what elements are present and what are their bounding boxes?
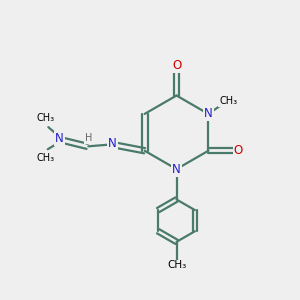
Text: N: N xyxy=(204,107,213,120)
Text: N: N xyxy=(55,132,64,145)
Text: CH₃: CH₃ xyxy=(36,152,55,163)
Text: H: H xyxy=(85,133,92,143)
Text: O: O xyxy=(172,59,181,72)
Text: CH₃: CH₃ xyxy=(219,96,237,106)
Text: CH₃: CH₃ xyxy=(167,260,186,270)
Text: N: N xyxy=(172,163,181,176)
Text: N: N xyxy=(108,137,117,150)
Text: CH₃: CH₃ xyxy=(37,113,55,123)
Text: O: O xyxy=(234,144,243,157)
